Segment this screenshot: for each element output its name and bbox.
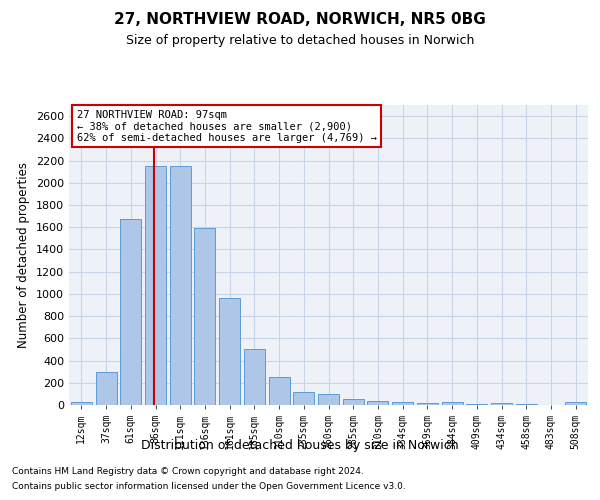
Bar — [219, 298, 240, 405]
Bar — [318, 394, 339, 405]
Bar — [343, 400, 364, 405]
Bar — [293, 392, 314, 405]
Bar — [71, 402, 92, 405]
Text: Contains public sector information licensed under the Open Government Licence v3: Contains public sector information licen… — [12, 482, 406, 491]
Bar — [442, 402, 463, 405]
Bar — [194, 228, 215, 405]
Bar — [417, 403, 438, 405]
Bar — [170, 166, 191, 405]
Bar — [269, 377, 290, 405]
Y-axis label: Number of detached properties: Number of detached properties — [17, 162, 31, 348]
Bar — [392, 402, 413, 405]
Bar — [145, 166, 166, 405]
Bar — [95, 372, 116, 405]
Text: Size of property relative to detached houses in Norwich: Size of property relative to detached ho… — [126, 34, 474, 47]
Text: 27, NORTHVIEW ROAD, NORWICH, NR5 0BG: 27, NORTHVIEW ROAD, NORWICH, NR5 0BG — [114, 12, 486, 28]
Bar — [466, 404, 487, 405]
Text: Distribution of detached houses by size in Norwich: Distribution of detached houses by size … — [141, 440, 459, 452]
Bar — [491, 403, 512, 405]
Text: Contains HM Land Registry data © Crown copyright and database right 2024.: Contains HM Land Registry data © Crown c… — [12, 467, 364, 476]
Bar — [367, 400, 388, 405]
Bar — [565, 402, 586, 405]
Text: 27 NORTHVIEW ROAD: 97sqm
← 38% of detached houses are smaller (2,900)
62% of sem: 27 NORTHVIEW ROAD: 97sqm ← 38% of detach… — [77, 110, 377, 142]
Bar — [516, 404, 537, 405]
Bar — [120, 220, 141, 405]
Bar — [244, 350, 265, 405]
